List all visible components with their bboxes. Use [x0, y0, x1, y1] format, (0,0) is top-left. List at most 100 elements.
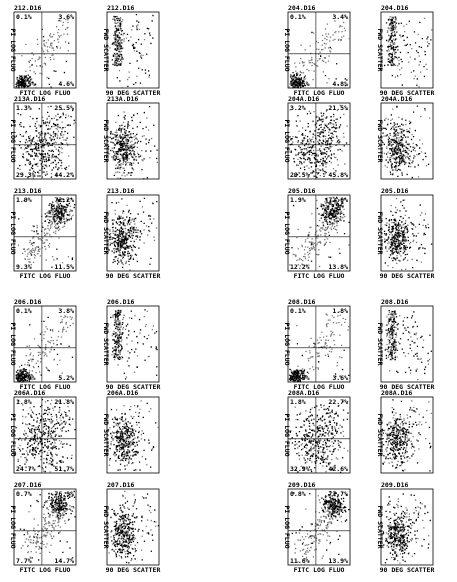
- x-axis-label: 90 DEG SCATTER: [106, 89, 161, 97]
- quadrant-percent: 0.1%: [290, 307, 306, 315]
- y-axis-label: PI LOG FLUO: [9, 505, 17, 548]
- plot-title: 209.D16: [288, 481, 315, 489]
- quadrant-percent: 22.7%: [328, 398, 348, 406]
- x-axis-label: FITC LOG FLUO: [20, 272, 71, 280]
- y-axis-label: FWD SCATTER: [102, 505, 110, 548]
- plot-title: 206A.D16: [107, 389, 138, 397]
- quadrant-percent: 1.8%: [16, 398, 32, 406]
- scatter-dots-light: [108, 400, 159, 466]
- scatter-dots-dark: [289, 109, 348, 180]
- scatter-dots-dark: [107, 402, 157, 471]
- plot-title: 208A.D16: [288, 389, 319, 397]
- scatter-dots-light: [289, 104, 348, 180]
- scatter-dots-light: [383, 400, 432, 471]
- quadrant-percent: 4.8%: [332, 80, 348, 88]
- y-axis-label: FWD SCATTER: [376, 119, 384, 162]
- x-axis-label: FITC LOG FLUO: [294, 566, 345, 574]
- scatter-dots-light: [108, 111, 158, 179]
- quadrant-percent: 91.5%: [290, 80, 310, 88]
- quadrant-percent: 1.3%: [16, 104, 32, 112]
- scatter-dots-dark: [288, 342, 350, 383]
- scatter-dots-dark: [108, 197, 158, 269]
- quadrant-percent: 24.7%: [16, 465, 36, 473]
- scatter-dots-dark: [14, 399, 76, 473]
- plot-frame: [380, 396, 434, 474]
- plot-title: 204A.D16: [288, 95, 319, 103]
- scatter-dots-dark: [382, 105, 430, 179]
- y-axis-label: PI LOG FLUO: [283, 211, 291, 254]
- quadrant-percent: 5.2%: [58, 374, 74, 382]
- quadrant-percent: 72.2%: [54, 196, 74, 204]
- quadrant-percent: 7.7%: [16, 557, 32, 565]
- x-axis-label: 90 DEG SCATTER: [380, 89, 435, 97]
- plot-title: 213.D16: [14, 187, 41, 195]
- y-axis-label: PI LOG FLUO: [9, 413, 17, 456]
- y-axis-label: PI LOG FLUO: [9, 322, 17, 365]
- plot-title: 206.D16: [14, 298, 41, 306]
- x-axis-label: FITC LOG FLUO: [20, 89, 71, 97]
- scatter-dots-light: [111, 310, 154, 378]
- plot-frame: [106, 102, 160, 180]
- y-axis-label: PI LOG FLUO: [283, 119, 291, 162]
- quadrant-percent: 3.4%: [332, 13, 348, 21]
- quadrant-percent: 44.2%: [54, 171, 74, 179]
- quadrant-percent: 0.7%: [16, 490, 32, 498]
- y-axis-label: PI LOG FLUO: [283, 322, 291, 365]
- quadrant-percent: 1.8%: [332, 307, 348, 315]
- y-axis-label: FWD SCATTER: [376, 28, 384, 71]
- quadrant-percent: 51.7%: [54, 465, 74, 473]
- plot-title: 213.D16: [107, 187, 134, 195]
- quadrant-percent: 9.3%: [16, 263, 32, 271]
- quadrant-percent: 94.5%: [290, 374, 310, 382]
- quadrant-percent: 4.6%: [58, 80, 74, 88]
- quadrant-percent: 12.2%: [290, 263, 310, 271]
- y-axis-label: FWD SCATTER: [102, 322, 110, 365]
- plot-title: 207.D16: [14, 481, 41, 489]
- quadrant-percent: 45.8%: [328, 171, 348, 179]
- plot-title: 204.D16: [288, 4, 315, 12]
- quadrant-percent: 3.8%: [58, 307, 74, 315]
- scatter-dots-dark: [110, 493, 160, 564]
- plot-title: 206.D16: [107, 298, 134, 306]
- y-axis-label: FWD SCATTER: [376, 413, 384, 456]
- plot-title: 206A.D16: [14, 389, 45, 397]
- quadrant-percent: 3.6%: [58, 13, 74, 21]
- plot-title: 205.D16: [288, 187, 315, 195]
- quadrant-percent: 25.5%: [54, 104, 74, 112]
- plot-title: 212.D16: [14, 4, 41, 12]
- quadrant-percent: 0.1%: [16, 307, 32, 315]
- plot-title: 208.D16: [381, 298, 408, 306]
- quadrant-percent: 72.0%: [328, 196, 348, 204]
- x-axis-label: FITC LOG FLUO: [294, 272, 345, 280]
- x-axis-label: FITC LOG FLUO: [294, 383, 345, 391]
- plot-title: 209.D16: [381, 481, 408, 489]
- quadrant-percent: 90.9%: [16, 374, 36, 382]
- quadrant-percent: 0.1%: [290, 13, 306, 21]
- y-axis-label: FWD SCATTER: [376, 322, 384, 365]
- quadrant-percent: 1.8%: [290, 398, 306, 406]
- y-axis-label: PI LOG FLUO: [283, 413, 291, 456]
- y-axis-label: FWD SCATTER: [102, 28, 110, 71]
- scatter-dots-light: [289, 196, 350, 268]
- y-axis-label: FWD SCATTER: [102, 413, 110, 456]
- plot-title: 204A.D16: [381, 95, 412, 103]
- x-axis-label: 90 DEG SCATTER: [106, 383, 161, 391]
- scatter-dots-dark: [15, 316, 74, 383]
- y-axis-label: FWD SCATTER: [376, 505, 384, 548]
- quadrant-percent: 29.5%: [290, 171, 310, 179]
- scatter-dots-dark: [383, 199, 433, 269]
- quadrant-percent: 21.8%: [54, 398, 74, 406]
- plot-title: 208.D16: [288, 298, 315, 306]
- plot-title: 207.D16: [107, 481, 134, 489]
- quadrant-percent: 42.6%: [328, 465, 348, 473]
- scatter-dots-dark: [15, 105, 76, 178]
- quadrant-percent: 0.8%: [290, 490, 306, 498]
- quadrant-percent: 32.9%: [290, 465, 310, 473]
- scatter-dots-dark: [15, 19, 70, 89]
- quadrant-percent: 11.6%: [290, 557, 310, 565]
- plot-frame: [287, 102, 351, 180]
- plot-title: 208A.D16: [381, 389, 412, 397]
- y-axis-label: FWD SCATTER: [102, 211, 110, 254]
- scatter-dots-dark: [381, 493, 431, 564]
- y-axis-label: PI LOG FLUO: [9, 28, 17, 71]
